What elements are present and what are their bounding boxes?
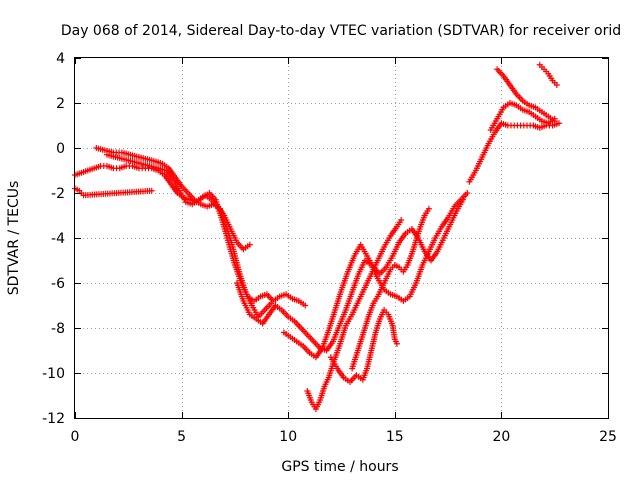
data-series-group <box>349 205 432 372</box>
y-axis-label: SDTVAR / TECUs <box>6 181 22 296</box>
data-point <box>425 205 432 212</box>
data-series-group <box>72 185 155 199</box>
y-tick-label: -6 <box>51 276 65 292</box>
axes: 0 5 10 15 20 25 -12 -10 -8 -6 -4 -2 0 2 4 <box>42 51 617 445</box>
data-point <box>246 241 253 248</box>
grid <box>75 58 608 418</box>
data-series <box>72 61 562 412</box>
x-tick-label: 0 <box>71 429 80 445</box>
x-tick-label: 25 <box>599 429 617 445</box>
y-tick-label: 0 <box>56 141 65 157</box>
y-tick-label: -2 <box>51 186 65 202</box>
x-tick-label: 15 <box>386 429 404 445</box>
y-tick-label: 2 <box>56 96 65 112</box>
data-point <box>555 120 562 127</box>
data-point <box>551 118 558 124</box>
x-tick-label: 20 <box>492 429 510 445</box>
data-series-group <box>494 66 558 124</box>
data-point <box>393 340 400 347</box>
data-point <box>398 217 405 223</box>
data-point <box>553 82 560 88</box>
data-point <box>148 187 155 194</box>
y-tick-label: -8 <box>51 321 65 337</box>
x-axis-label: GPS time / hours <box>281 459 398 475</box>
y-tick-label: -4 <box>51 231 65 247</box>
plot-frame <box>74 57 609 419</box>
data-point <box>464 190 471 196</box>
x-tick-label: 5 <box>177 429 186 445</box>
data-series-group <box>327 307 400 385</box>
y-tick-label: 4 <box>56 51 65 67</box>
data-series-group <box>103 151 253 253</box>
x-tick-label: 10 <box>279 429 297 445</box>
y-tick-label: -10 <box>42 366 65 382</box>
chart-title: Day 068 of 2014, Sidereal Day-to-day VTE… <box>61 23 621 39</box>
data-series-group <box>466 120 562 185</box>
data-point <box>268 300 275 307</box>
data-point <box>460 196 467 203</box>
y-tick-label: -12 <box>42 411 65 427</box>
data-series-group <box>304 217 405 412</box>
data-series-group <box>536 61 560 88</box>
data-point <box>302 302 309 309</box>
